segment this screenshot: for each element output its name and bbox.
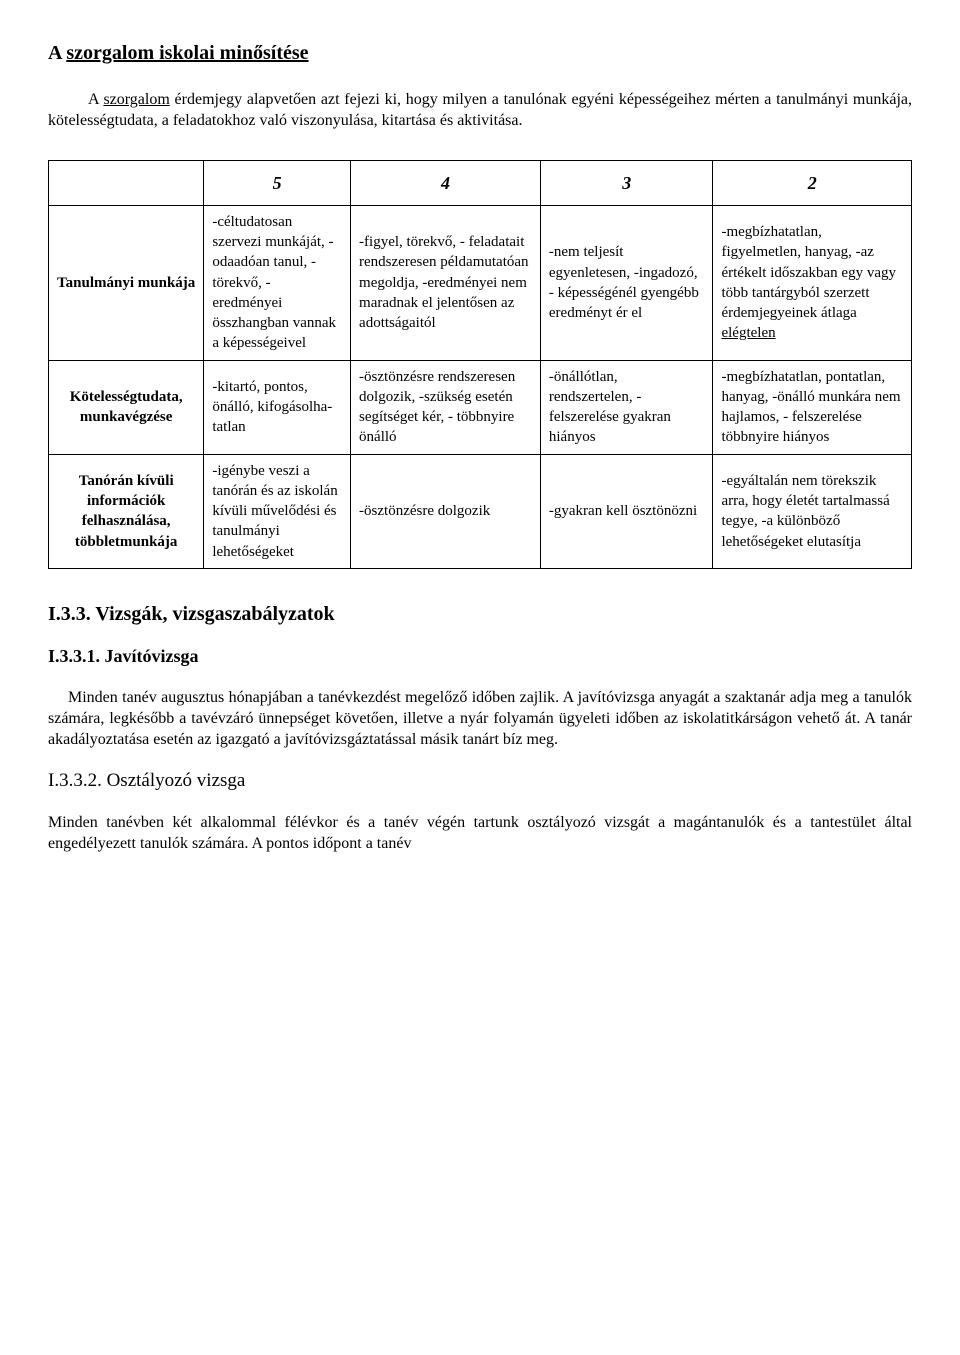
header-empty bbox=[49, 160, 204, 205]
subsection-2-heading: I.3.3.2. Osztályozó vizsga bbox=[48, 769, 912, 794]
cell-r1-c4: -ösztönzésre rendszeresen dolgozik, -szü… bbox=[351, 360, 541, 454]
row-label: Tanulmányi munkája bbox=[49, 205, 204, 360]
cell-r0-c2: -megbízhatatlan, figyelmetlen, hanyag, -… bbox=[713, 205, 912, 360]
cell-r1-c2: -megbízhatatlan, pontatlan, hanyag, -öná… bbox=[713, 360, 912, 454]
paragraph-2: Minden tanévben két alkalommal félévkor … bbox=[48, 813, 912, 855]
table-row: Kötelességtudata, munkavégzése -kitartó,… bbox=[49, 360, 912, 454]
table-row: Tanórán kívüli információk felhasználása… bbox=[49, 454, 912, 568]
intro-rest: érdemjegy alapvetően azt fejezi ki, hogy… bbox=[48, 91, 912, 129]
cell-r1-c2-text: -megbízhatatlan, pontatlan, hanyag, -öná… bbox=[721, 369, 900, 446]
grading-table: 5 4 3 2 Tanulmányi munkája -céltudatosan… bbox=[48, 160, 912, 569]
intro-underlined: szorgalom bbox=[103, 91, 169, 108]
cell-r2-c4: -ösztönzésre dolgozik bbox=[351, 454, 541, 568]
header-grade-2: 2 bbox=[713, 160, 912, 205]
title-prefix: A bbox=[48, 42, 66, 64]
cell-r2-c2: -egyáltalán nem törekszik arra, hogy éle… bbox=[713, 454, 912, 568]
table-header-row: 5 4 3 2 bbox=[49, 160, 912, 205]
cell-r2-c5: -igénybe veszi a tanórán és az iskolán k… bbox=[204, 454, 351, 568]
header-grade-3: 3 bbox=[540, 160, 713, 205]
cell-r2-c3: -gyakran kell ösztönözni bbox=[540, 454, 713, 568]
row-label: Tanórán kívüli információk felhasználása… bbox=[49, 454, 204, 568]
cell-r1-c5: -kitartó, pontos, önálló, kifogásolha- t… bbox=[204, 360, 351, 454]
cell-r0-c4: -figyel, törekvő, - feladatait rendszere… bbox=[351, 205, 541, 360]
cell-r0-c5: -céltudatosan szervezi munkáját, -odaadó… bbox=[204, 205, 351, 360]
row-label: Kötelességtudata, munkavégzése bbox=[49, 360, 204, 454]
intro-prefix: A bbox=[88, 91, 103, 108]
title-underlined: szorgalom iskolai minősítése bbox=[66, 42, 308, 64]
subsection-1-heading: I.3.3.1. Javítóvizsga bbox=[48, 645, 912, 668]
table-row: Tanulmányi munkája -céltudatosan szervez… bbox=[49, 205, 912, 360]
page-title: A szorgalom iskolai minősítése bbox=[48, 40, 912, 66]
intro-paragraph: A szorgalom érdemjegy alapvetően azt fej… bbox=[48, 90, 912, 132]
cell-r0-c3: -nem teljesít egyenletesen, -ingadozó, -… bbox=[540, 205, 713, 360]
paragraph-1: Minden tanév augusztus hónapjában a tané… bbox=[48, 688, 912, 750]
cell-r0-c2-underlined: elégtelen bbox=[721, 325, 775, 341]
cell-r0-c2-text: -megbízhatatlan, figyelmetlen, hanyag, -… bbox=[721, 224, 896, 321]
header-grade-5: 5 bbox=[204, 160, 351, 205]
cell-r1-c3: -önállótlan, rendszertelen, - felszerelé… bbox=[540, 360, 713, 454]
section-heading: I.3.3. Vizsgák, vizsgaszabályzatok bbox=[48, 601, 912, 627]
header-grade-4: 4 bbox=[351, 160, 541, 205]
cell-r2-c2-text: -egyáltalán nem törekszik arra, hogy éle… bbox=[721, 473, 889, 550]
